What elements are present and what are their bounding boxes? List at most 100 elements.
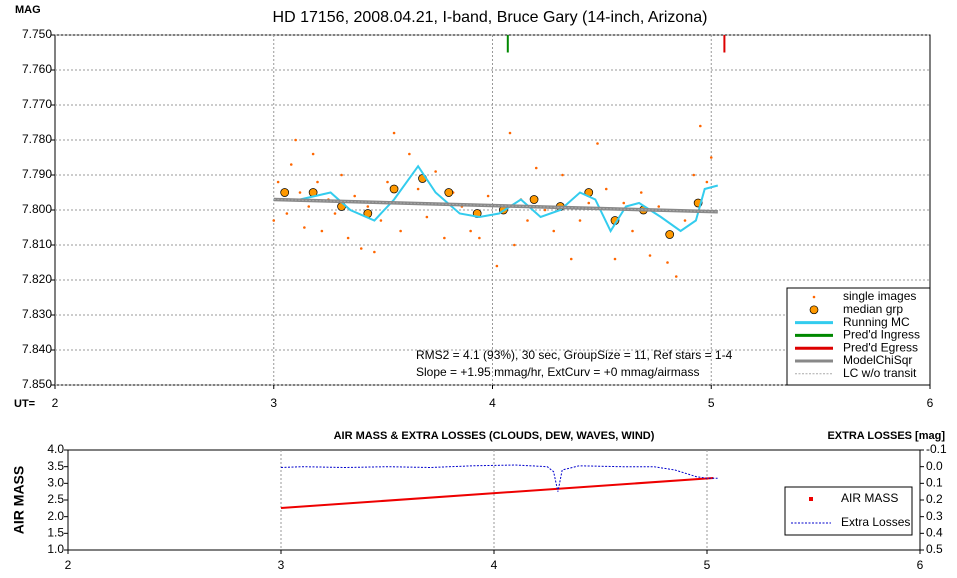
data-point: [399, 229, 402, 233]
data-point: [657, 205, 661, 208]
y-tick-label: 3.0: [47, 476, 64, 490]
data-point: [386, 180, 389, 184]
y-tick-label: 7.780: [22, 132, 52, 146]
data-point: [613, 257, 617, 261]
y2-tick-label: 0.5: [926, 542, 943, 556]
annotation: RMS2 = 4.1 (93%), 30 sec, GroupSize = 11…: [416, 348, 733, 362]
legend-label: Running MC: [843, 315, 910, 329]
data-point: [486, 194, 490, 198]
data-point: [648, 254, 652, 257]
data-point: [392, 131, 396, 135]
y-tick-label: 2.5: [47, 492, 64, 506]
data-point: [333, 212, 337, 215]
x-tick-label: 6: [927, 396, 934, 410]
y-tick-label: 7.790: [22, 167, 52, 181]
y-axis-label: AIR MASS: [11, 466, 27, 534]
x-tick-label: 4: [489, 396, 496, 410]
data-point: [622, 201, 626, 205]
y2-tick-label: 0.4: [926, 526, 943, 540]
y2-tick-label: 0.1: [926, 476, 943, 490]
data-point: [543, 208, 547, 212]
data-point: [276, 180, 280, 184]
y2-axis-label: EXTRA LOSSES [mag]: [827, 430, 945, 442]
y-tick-label: 1.0: [47, 542, 64, 556]
data-point: [561, 173, 564, 177]
y-tick-label: 7.810: [22, 237, 52, 251]
y2-tick-label: -0.1: [926, 442, 947, 456]
chart-title: AIR MASS & EXTRA LOSSES (CLOUDS, DEW, WA…: [334, 430, 655, 442]
data-point: [340, 173, 343, 177]
median-point: [389, 184, 399, 194]
data-point: [578, 219, 582, 222]
y-tick-label: 7.770: [22, 97, 52, 111]
legend-label: AIR MASS: [841, 491, 898, 505]
data-point: [272, 219, 276, 222]
data-point: [316, 180, 319, 184]
legend-label: Pred'd Ingress: [843, 328, 920, 342]
series-line: [273, 199, 718, 213]
y-tick-label: 7.750: [22, 27, 52, 41]
y-tick-label: 7.800: [22, 202, 52, 216]
data-point: [379, 219, 383, 222]
y2-tick-label: 0.2: [926, 492, 943, 506]
data-point: [408, 152, 411, 156]
data-point: [596, 142, 599, 145]
data-point: [311, 152, 315, 156]
median-point: [280, 188, 290, 197]
data-point: [478, 236, 481, 240]
data-point: [373, 250, 376, 254]
x-tick-label: 2: [52, 396, 59, 410]
y-tick-label: 7.840: [22, 342, 52, 356]
data-point: [320, 229, 324, 233]
data-point: [699, 124, 702, 128]
legend-label: LC w/o transit: [843, 366, 917, 380]
y-tick-label: 7.850: [22, 377, 52, 391]
series-line: [280, 477, 714, 509]
series-line: [280, 464, 718, 492]
median-point: [665, 230, 675, 239]
x-tick-label: 3: [270, 396, 277, 410]
legend-marker: [809, 497, 813, 501]
x-tick-label: 3: [278, 558, 285, 572]
data-point: [359, 247, 363, 250]
data-point: [303, 226, 306, 229]
y-tick-label: 7.760: [22, 62, 52, 76]
data-point: [709, 156, 713, 159]
y-axis-label: MAG: [15, 4, 41, 16]
y-tick-label: 3.5: [47, 459, 64, 473]
chart-title: HD 17156, 2008.04.21, I-band, Bruce Gary…: [273, 9, 708, 26]
data-point: [534, 166, 538, 170]
data-point: [425, 215, 429, 219]
data-point: [469, 229, 472, 233]
legend-label: Pred'd Egress: [843, 340, 918, 354]
data-point: [289, 163, 293, 166]
y2-tick-label: 0.3: [926, 509, 943, 523]
data-point: [674, 275, 678, 278]
legend-marker: [809, 305, 819, 315]
data-point: [285, 212, 289, 215]
y-tick-label: 7.830: [22, 307, 52, 321]
data-point: [434, 170, 437, 173]
data-point: [513, 243, 516, 247]
legend-label: single images: [843, 289, 916, 303]
data-point: [366, 205, 370, 208]
y-tick-label: 4.0: [47, 442, 64, 456]
legend-label: Extra Losses: [841, 515, 910, 529]
data-point: [639, 191, 643, 194]
data-point: [526, 219, 529, 222]
median-point: [444, 188, 454, 197]
legend-box: [784, 486, 913, 536]
x-axis-label: UT=: [14, 398, 35, 410]
data-point: [443, 236, 446, 240]
data-point: [666, 261, 669, 264]
x-tick-label: 5: [708, 396, 715, 410]
x-tick-label: 6: [917, 558, 924, 572]
data-point: [569, 257, 573, 261]
data-point: [508, 131, 512, 135]
data-point: [683, 219, 687, 222]
data-point: [294, 138, 297, 142]
data-point: [604, 187, 608, 191]
data-point: [692, 173, 696, 177]
y-tick-label: 1.5: [47, 526, 64, 540]
